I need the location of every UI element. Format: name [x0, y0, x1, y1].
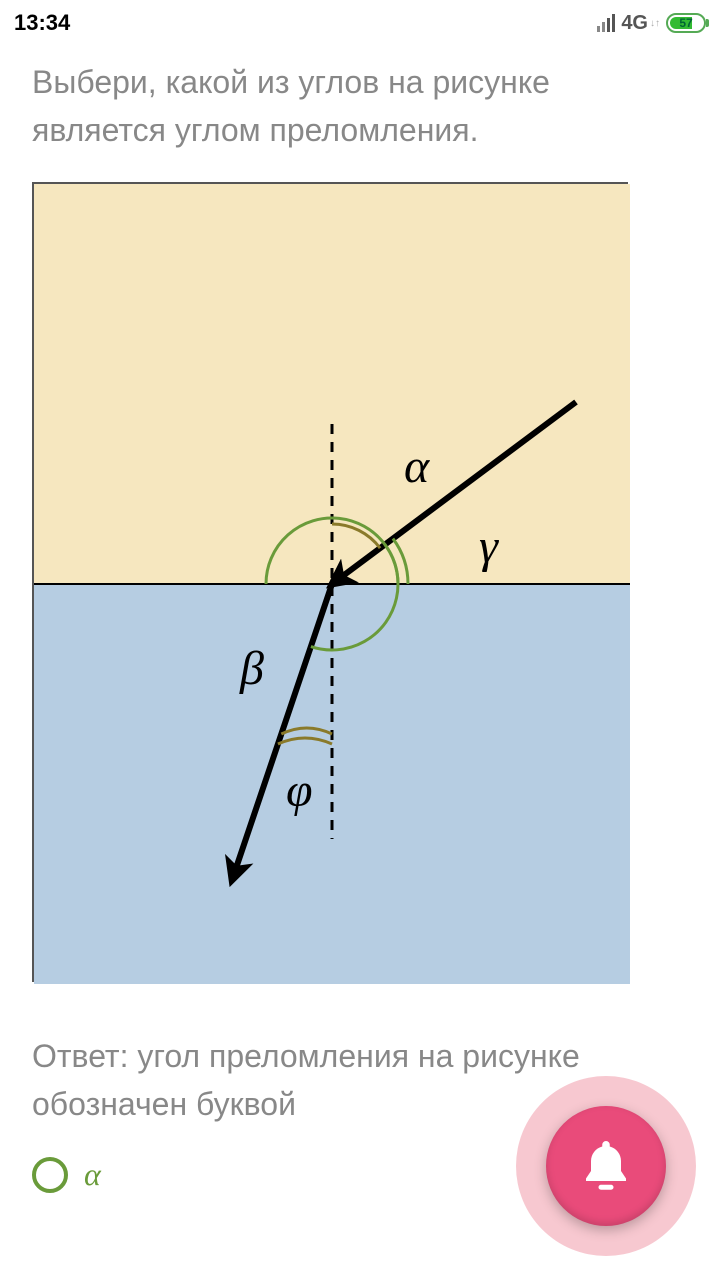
notification-fab-inner[interactable]: [546, 1106, 666, 1226]
svg-text:β: β: [239, 642, 264, 695]
bell-icon: [576, 1136, 636, 1196]
refraction-diagram: αγ β φ: [32, 182, 628, 982]
svg-text:φ: φ: [286, 764, 313, 817]
content-area: Выбери, какой из углов на рисунке являет…: [0, 42, 720, 1193]
radio-button[interactable]: [32, 1157, 68, 1193]
notification-fab[interactable]: [516, 1076, 696, 1256]
option-label: α: [84, 1156, 101, 1193]
status-indicators: 4G↓↑ 57: [597, 12, 706, 35]
diagram-svg: αγ β φ: [34, 184, 630, 984]
network-label: 4G↓↑: [621, 12, 660, 35]
signal-icon: [597, 14, 615, 32]
status-bar: 13:34 4G↓↑ 57: [0, 0, 720, 42]
svg-text:α: α: [404, 440, 430, 493]
status-time: 13:34: [14, 10, 70, 36]
question-text: Выбери, какой из углов на рисунке являет…: [32, 58, 688, 154]
svg-text:γ: γ: [479, 520, 499, 573]
battery-icon: 57: [666, 13, 706, 33]
